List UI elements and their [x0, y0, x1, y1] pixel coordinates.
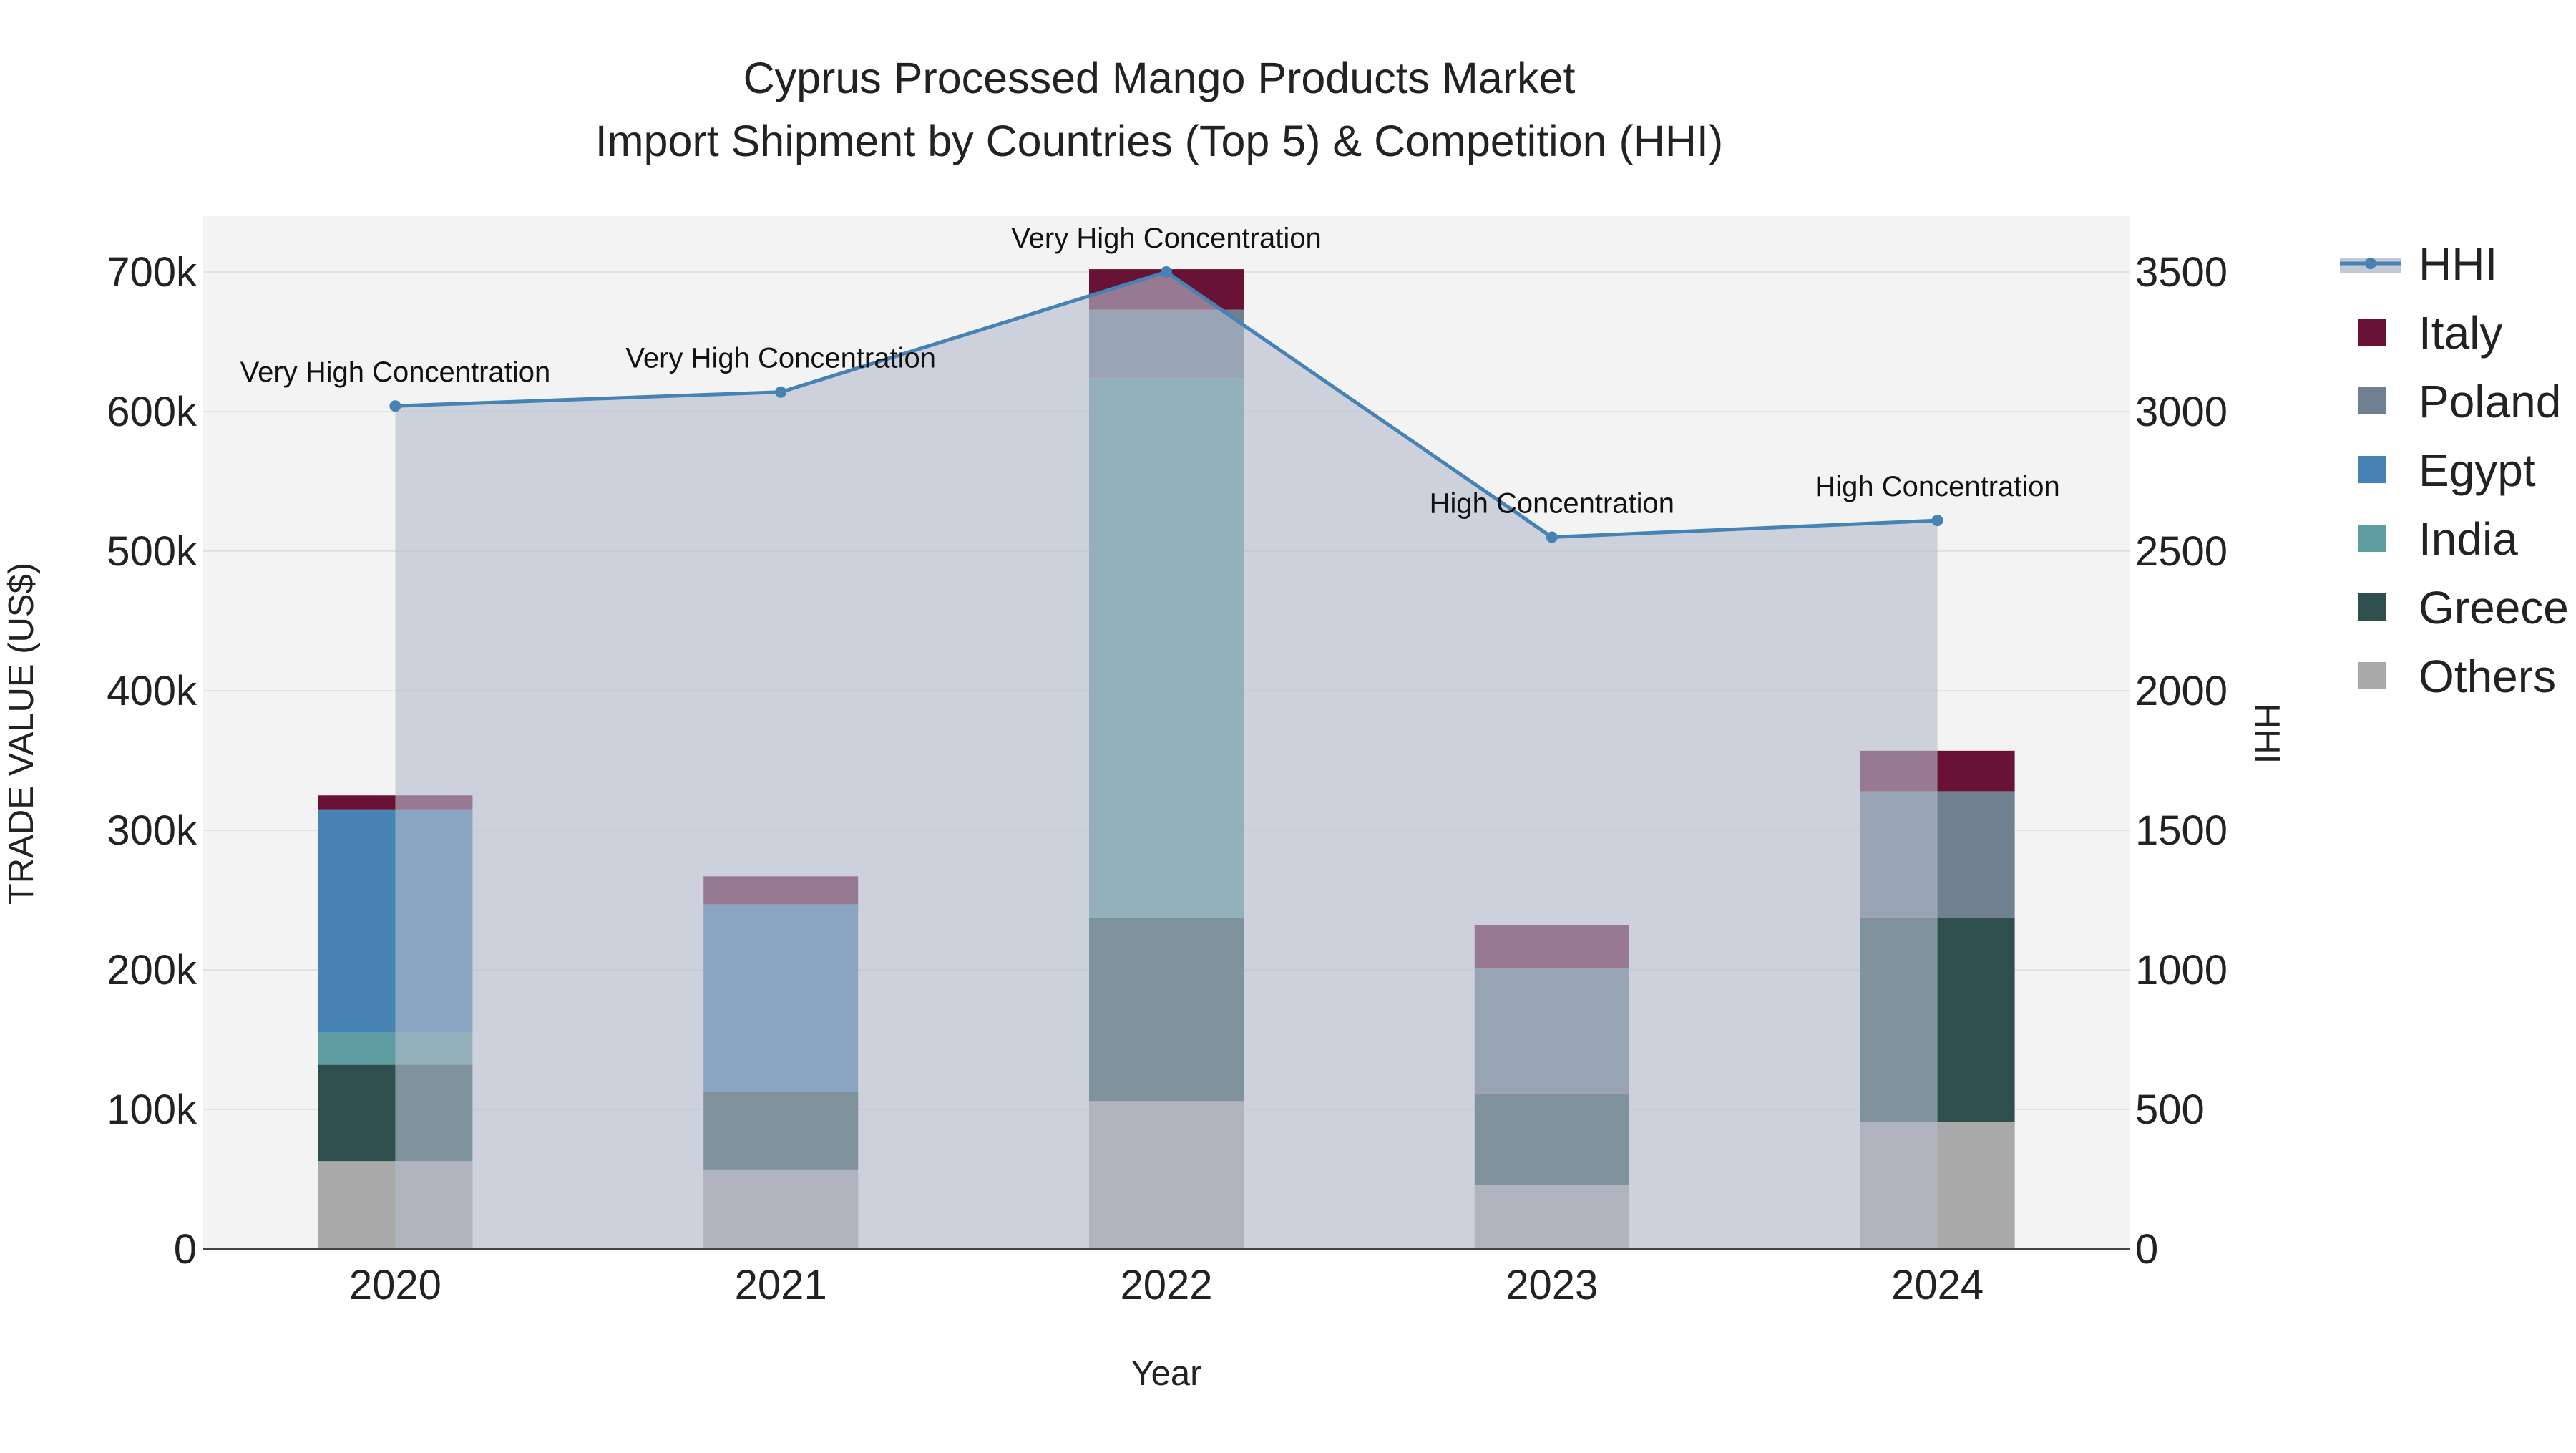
y-tick-label: 500k: [107, 528, 197, 575]
y2-tick-label: 2000: [2135, 668, 2228, 714]
hhi-point-2020: [389, 400, 401, 412]
y2-tick-label: 1500: [2135, 807, 2228, 854]
y2-tick-label: 500: [2135, 1087, 2205, 1133]
y-tick-label: 400k: [107, 668, 197, 714]
y-tick-label: 0: [174, 1226, 197, 1273]
y-axis-title: TRADE VALUE (US$): [2, 563, 41, 905]
y2-tick-label: 0: [2135, 1226, 2158, 1273]
legend-label-hhi: HHI: [2419, 238, 2497, 290]
x-tick-label: 2024: [1891, 1262, 1984, 1308]
legend-swatch-others: [2358, 662, 2386, 689]
y-tick-label: 600k: [107, 389, 197, 435]
hhi-point-2022: [1161, 266, 1172, 278]
y2-tick-label: 3500: [2135, 249, 2228, 296]
hhi-area-overlay: [395, 272, 1938, 1249]
hhi-point-2023: [1546, 531, 1558, 543]
hhi-point-2024: [1931, 515, 1943, 527]
y-tick-label: 200k: [107, 947, 197, 993]
hhi-point-2021: [775, 386, 787, 398]
y2-axis-title: HHI: [2248, 704, 2286, 764]
hhi-label-2023: High Concentration: [1430, 488, 1674, 520]
hhi-line-layer: [389, 266, 1943, 543]
y-tick-label: 700k: [107, 249, 197, 296]
x-tick-label: 2020: [349, 1262, 441, 1308]
y2-tick-label: 1000: [2135, 947, 2228, 993]
axes-layer: 0 100k 200k 300k 400k 500k 600k 700k 0 500 1000 150…: [107, 249, 2228, 1308]
legend-label-others: Others: [2419, 651, 2556, 702]
legend-label-india: India: [2419, 513, 2518, 565]
legend-swatch-poland: [2358, 387, 2386, 414]
legend-label-italy: Italy: [2419, 307, 2502, 359]
x-tick-label: 2022: [1120, 1262, 1212, 1308]
x-tick-label: 2023: [1506, 1262, 1598, 1308]
legend-swatch-egypt: [2358, 456, 2386, 483]
y-tick-label: 300k: [107, 807, 197, 854]
legend: HHI Italy Poland Egypt India Greece Others: [2340, 238, 2569, 702]
hhi-label-2021: Very High Concentration: [625, 343, 936, 374]
legend-swatch-hhi-marker: [2365, 258, 2376, 269]
hhi-area: [395, 272, 1938, 1249]
legend-swatch-greece: [2358, 593, 2386, 621]
legend-label-greece: Greece: [2419, 582, 2569, 633]
chart-title-line2: Import Shipment by Countries (Top 5) & C…: [595, 117, 1723, 165]
y-tick-label: 100k: [107, 1087, 197, 1133]
legend-label-egypt: Egypt: [2419, 444, 2536, 496]
hhi-label-2022: Very High Concentration: [1011, 223, 1322, 254]
x-tick-label: 2021: [735, 1262, 827, 1308]
legend-label-poland: Poland: [2419, 376, 2561, 427]
hhi-annotations-layer: Very High Concentration Very High Concent…: [240, 223, 2060, 520]
legend-swatch-italy: [2358, 319, 2386, 346]
y2-tick-label: 2500: [2135, 528, 2228, 575]
hhi-label-2024: High Concentration: [1815, 471, 2059, 502]
hhi-label-2020: Very High Concentration: [240, 356, 551, 388]
legend-swatch-india: [2358, 525, 2386, 552]
x-axis-title: Year: [1131, 1354, 1201, 1393]
y2-tick-label: 3000: [2135, 389, 2228, 435]
chart-title-line1: Cyprus Processed Mango Products Market: [743, 54, 1576, 102]
